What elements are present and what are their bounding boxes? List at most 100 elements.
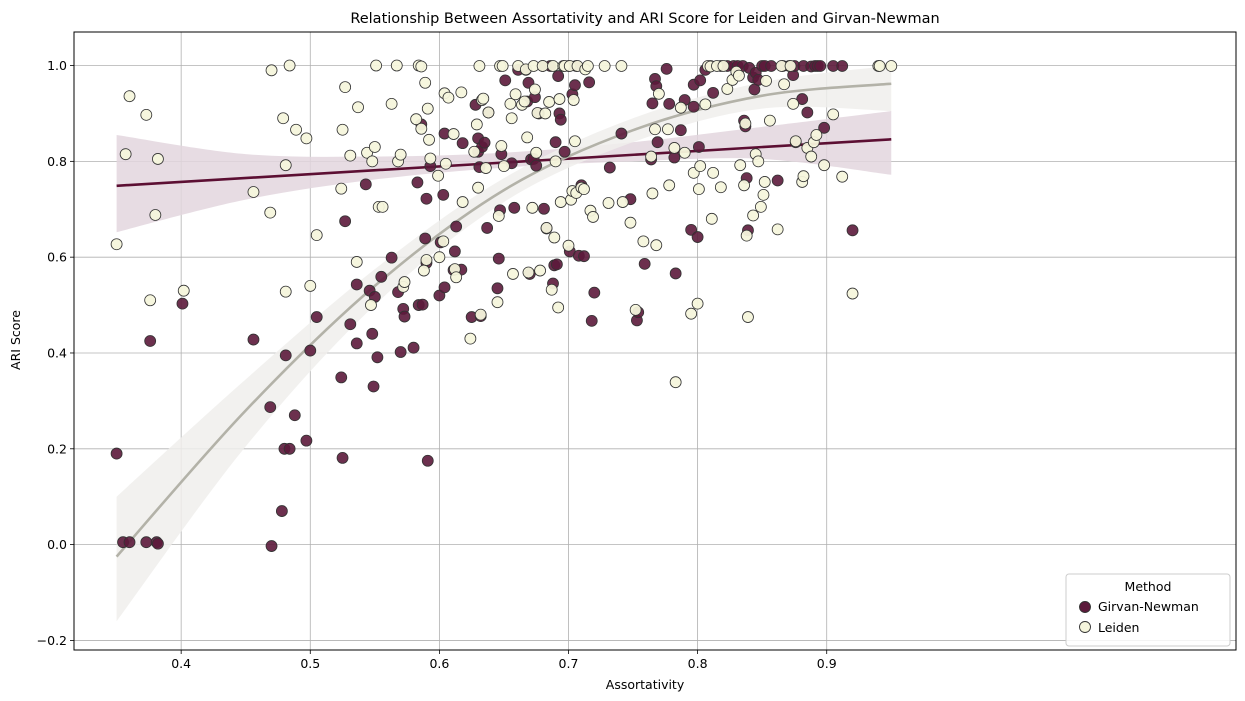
point-leiden xyxy=(562,239,575,252)
point-girvan-newman xyxy=(481,222,494,234)
point-leiden xyxy=(352,101,364,114)
point-leiden xyxy=(447,128,460,140)
point-leiden xyxy=(699,98,712,111)
point-leiden xyxy=(530,146,543,159)
point-leiden xyxy=(836,170,849,183)
point-leiden xyxy=(442,91,455,104)
point-girvan-newman xyxy=(491,282,504,295)
trend-line-leiden xyxy=(115,82,892,558)
point-leiden xyxy=(526,201,539,214)
point-girvan-newman xyxy=(448,245,461,258)
point-leiden xyxy=(455,86,468,99)
point-leiden xyxy=(310,229,323,242)
point-girvan-newman xyxy=(771,174,784,187)
legend-box xyxy=(1065,573,1231,647)
point-leiden xyxy=(598,60,611,72)
point-girvan-newman xyxy=(801,106,814,119)
point-leiden xyxy=(789,135,802,148)
point-leiden xyxy=(805,150,818,163)
point-girvan-newman xyxy=(707,86,719,99)
point-leiden xyxy=(398,276,411,288)
point-leiden xyxy=(277,112,290,125)
point-leiden xyxy=(410,113,423,126)
point-leiden xyxy=(721,83,734,95)
point-girvan-newman xyxy=(350,337,363,350)
point-leiden xyxy=(390,59,403,72)
point-leiden xyxy=(177,284,190,297)
point-girvan-newman xyxy=(669,267,682,280)
point-girvan-newman xyxy=(818,121,831,134)
point-girvan-newman xyxy=(385,251,398,264)
point-leiden xyxy=(540,222,553,234)
point-leiden xyxy=(473,60,486,72)
point-girvan-newman xyxy=(375,270,388,283)
point-leiden xyxy=(547,60,559,72)
point-leiden xyxy=(279,285,292,298)
point-leiden xyxy=(539,107,552,120)
point-girvan-newman xyxy=(615,127,628,140)
point-leiden xyxy=(764,114,776,127)
y-tick-label: −0.2 xyxy=(37,633,67,648)
point-leiden xyxy=(685,307,698,320)
point-girvan-newman xyxy=(310,311,323,323)
point-leiden xyxy=(694,160,707,173)
point-leiden xyxy=(424,152,437,165)
point-leiden xyxy=(144,294,157,307)
point-leiden xyxy=(581,60,594,72)
point-leiden xyxy=(335,182,348,195)
y-axis-label: ARI Score xyxy=(8,310,23,370)
x-tick-label: 0.6 xyxy=(429,656,449,671)
point-leiden xyxy=(376,200,389,213)
point-leiden xyxy=(652,87,665,100)
point-leiden xyxy=(548,231,561,244)
point-leiden xyxy=(415,60,428,73)
point-leiden xyxy=(740,229,753,242)
x-tick-label: 0.9 xyxy=(817,656,837,671)
point-girvan-newman xyxy=(279,349,292,362)
point-leiden xyxy=(507,268,519,280)
x-tick-label: 0.7 xyxy=(559,656,579,671)
point-girvan-newman xyxy=(456,137,469,150)
point-girvan-newman xyxy=(578,250,590,263)
point-girvan-newman xyxy=(674,124,687,137)
point-leiden xyxy=(479,162,492,174)
point-leiden xyxy=(707,166,719,179)
point-girvan-newman xyxy=(371,351,384,364)
point-girvan-newman xyxy=(144,335,157,347)
point-girvan-newman xyxy=(499,74,512,87)
point-leiden xyxy=(344,149,357,162)
point-girvan-newman xyxy=(123,536,136,549)
point-leiden xyxy=(522,266,535,279)
point-girvan-newman xyxy=(585,314,598,327)
point-girvan-newman xyxy=(176,297,189,310)
legend-label-leiden: Leiden xyxy=(1098,620,1139,635)
point-girvan-newman xyxy=(583,76,596,89)
point-leiden xyxy=(714,181,727,194)
point-leiden xyxy=(637,235,650,248)
point-leiden xyxy=(554,196,567,208)
point-leiden xyxy=(264,206,277,219)
point-leiden xyxy=(754,200,767,213)
point-leiden xyxy=(733,69,745,82)
point-leiden xyxy=(760,74,772,87)
point-leiden xyxy=(370,59,383,72)
point-girvan-newman xyxy=(550,258,563,271)
point-leiden xyxy=(705,212,718,225)
point-leiden xyxy=(552,301,565,314)
point-girvan-newman xyxy=(450,220,463,233)
legend-title: Method xyxy=(1125,579,1172,594)
point-leiden xyxy=(477,92,490,105)
point-leiden xyxy=(491,296,504,309)
point-girvan-newman xyxy=(419,232,432,245)
point-leiden xyxy=(810,129,823,141)
point-leiden xyxy=(419,76,432,89)
point-girvan-newman xyxy=(367,380,380,393)
point-girvan-newman xyxy=(492,252,505,265)
point-girvan-newman xyxy=(687,100,700,113)
point-girvan-newman xyxy=(549,136,562,149)
point-leiden xyxy=(873,60,886,72)
point-leiden xyxy=(420,254,433,266)
y-tick-label: 0.8 xyxy=(47,154,67,169)
point-leiden xyxy=(437,235,450,248)
point-leiden xyxy=(505,112,518,125)
